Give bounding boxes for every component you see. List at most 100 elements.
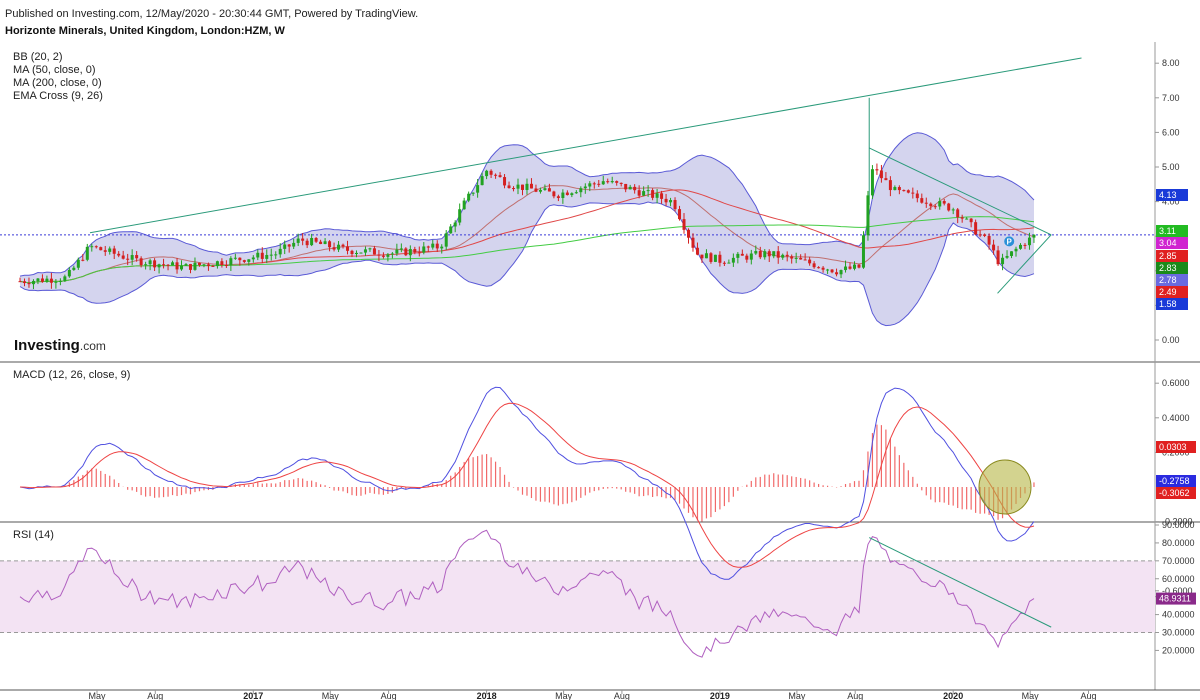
candle-body [808,259,812,264]
candle-body [794,257,798,259]
candle-body [476,185,480,193]
time-axis-label: Aug [147,691,163,700]
candle-body [153,260,157,268]
candle-body [709,253,713,262]
candle-body [592,183,596,185]
candle-body [718,254,722,263]
candle-body [166,264,170,266]
candle-body [767,251,771,257]
candle-body [206,264,210,266]
time-axis-label: May [1022,691,1040,700]
triangle-lower-line [997,234,1052,294]
candle-body [292,242,296,247]
candle-body [727,262,731,264]
candle-body [848,266,852,269]
candle-body [830,269,834,273]
price-tag [1156,298,1188,310]
candle-body [754,251,758,254]
candle-body [63,276,67,281]
candle-body [781,254,785,258]
indicator-label-ma200: MA (200, close, 0) [13,77,102,89]
candle-body [763,251,767,258]
candle-body [76,259,80,268]
candle-body [148,260,152,265]
candle-body [265,254,269,259]
macd-tag-label: -0.3062 [1159,488,1190,498]
candle-body [682,219,686,230]
time-axis-label: Aug [381,691,397,700]
candle-body [642,191,646,196]
candle-body [543,188,547,190]
price-tag-label: 2.83 [1159,263,1177,273]
candle-body [121,255,125,259]
macd-tag [1156,441,1196,453]
candle-body [233,257,237,259]
price-tag [1156,225,1188,237]
candle-body [67,269,71,277]
candle-body [18,281,22,283]
bb-fill [20,132,1034,326]
candle-body [678,209,682,220]
candle-body [893,187,897,191]
candle-body [440,246,444,249]
price-tag-label: 2.78 [1159,275,1177,285]
candle-body [341,244,345,247]
candle-body [1001,257,1005,265]
rsi-axis-label: 70.0000 [1162,556,1195,566]
candle-body [139,258,143,266]
candle-body [503,177,507,186]
candle-body [413,249,417,253]
candle-body [458,209,462,223]
price-tag [1156,250,1188,262]
macd-tag-label: 0.0303 [1159,442,1187,452]
candle-body [193,262,197,270]
candle-body [368,248,372,250]
rsi-axis-label: 90.0000 [1162,520,1195,530]
candle-body [790,256,794,259]
candle-body [180,265,184,270]
candle-body [875,169,879,171]
candle-body [655,193,659,198]
candle-body [942,201,946,204]
candle-body [1032,234,1036,238]
candle-body [359,252,363,254]
candle-body [287,244,291,247]
candle-body [835,272,839,275]
candle-body [956,209,960,218]
candle-body [211,265,215,267]
price-tag [1156,274,1188,286]
pivot-marker-label: P [1007,237,1013,246]
candle-body [85,246,89,260]
candle-body [538,189,542,192]
time-axis-label: 2017 [243,691,263,700]
candle-body [175,262,179,270]
candle-body [924,202,928,204]
candle-body [897,187,901,191]
candle-body [1023,244,1027,246]
bb-lower-band [19,201,1035,327]
symbol-title: Horizonte Minerals, United Kingdom, Lond… [5,25,285,37]
candle-body [381,255,385,257]
published-line: Published on Investing.com, 12/May/2020 … [5,8,418,20]
price-tag-label: 2.85 [1159,251,1177,261]
candle-body [305,240,309,246]
macd-axis-label: 0.4000 [1162,413,1190,423]
candle-body [480,176,484,186]
candle-body [310,238,314,246]
candle-body [870,169,874,196]
candle-body [700,254,704,259]
candle-body [372,248,376,255]
candle-body [417,252,421,254]
candle-body [399,248,403,250]
candle-body [81,259,85,261]
candle-body [22,281,26,284]
time-axis-label: Aug [614,691,630,700]
macd-axis-label: -0.6000 [1162,586,1193,596]
candle-body [529,183,533,189]
time-axis-label: May [788,691,806,700]
rsi-axis-label: 30.0000 [1162,628,1195,638]
candle-body [426,246,430,248]
candle-body [1010,251,1014,256]
candle-body [283,244,287,249]
